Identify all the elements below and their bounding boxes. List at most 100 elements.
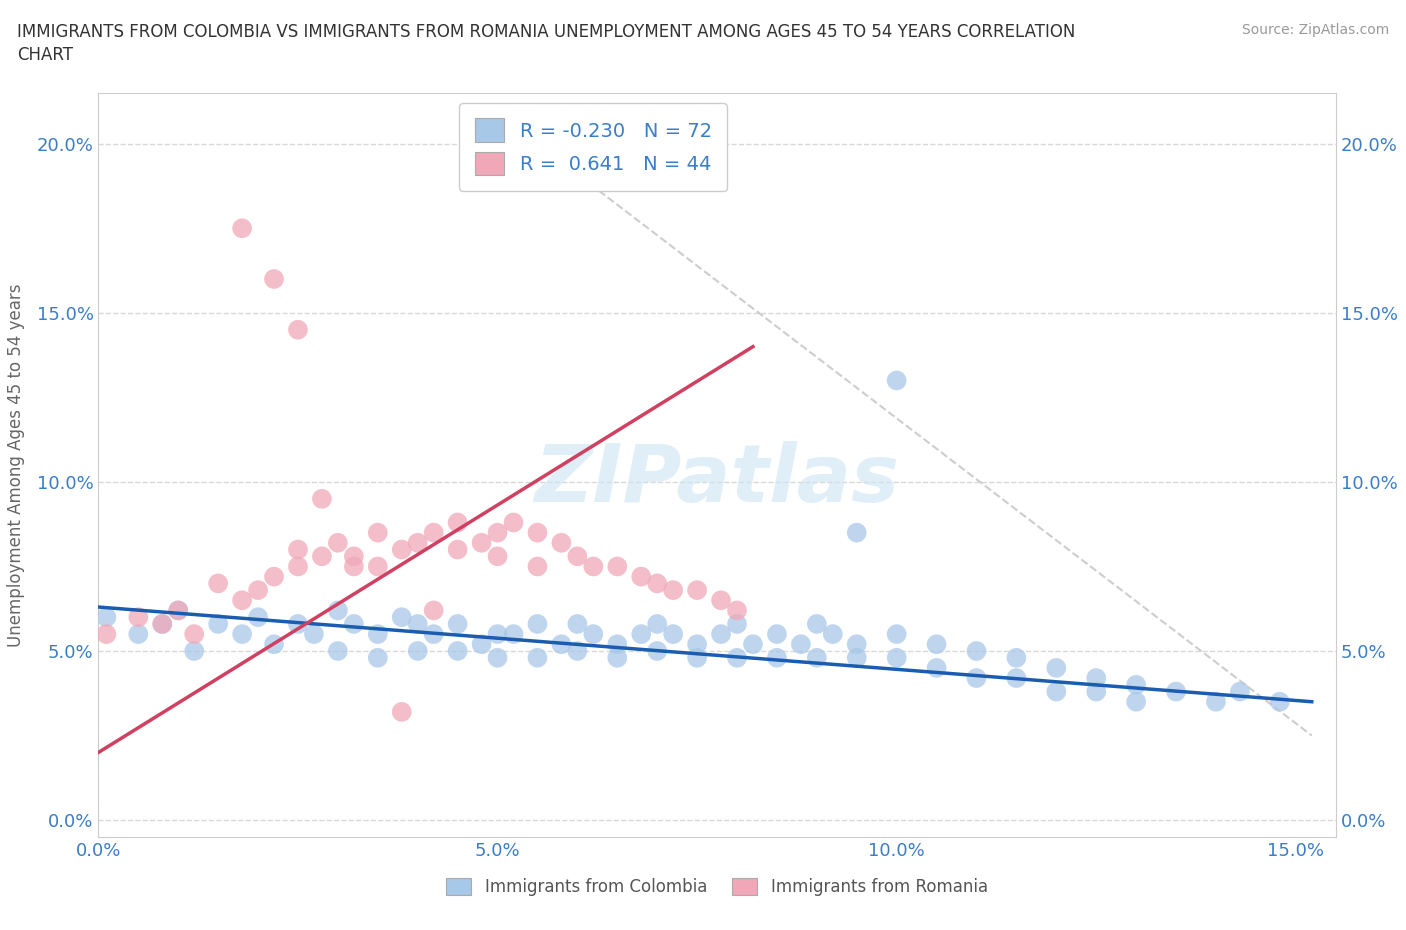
Point bbox=[725, 603, 748, 618]
Point bbox=[96, 610, 118, 625]
Point bbox=[367, 525, 389, 540]
Point bbox=[502, 627, 524, 642]
Point bbox=[662, 583, 685, 598]
Point bbox=[645, 644, 668, 658]
Point bbox=[486, 549, 509, 564]
Point bbox=[526, 559, 548, 574]
Point bbox=[422, 627, 444, 642]
Point bbox=[550, 536, 572, 551]
Point bbox=[406, 617, 429, 631]
Point bbox=[127, 610, 149, 625]
Point bbox=[925, 660, 948, 675]
Point bbox=[886, 373, 908, 388]
Point bbox=[1229, 684, 1251, 699]
Point bbox=[391, 542, 413, 557]
Text: ZIPatlas: ZIPatlas bbox=[534, 441, 900, 519]
Point bbox=[446, 644, 468, 658]
Point bbox=[127, 627, 149, 642]
Point bbox=[422, 525, 444, 540]
Point bbox=[1045, 660, 1067, 675]
Point bbox=[766, 650, 789, 665]
Point bbox=[1085, 684, 1108, 699]
Point bbox=[343, 549, 366, 564]
Point bbox=[391, 704, 413, 719]
Point bbox=[550, 637, 572, 652]
Point bbox=[343, 559, 366, 574]
Point bbox=[326, 536, 349, 551]
Point bbox=[645, 617, 668, 631]
Point bbox=[207, 576, 229, 591]
Point bbox=[606, 559, 628, 574]
Point bbox=[845, 525, 868, 540]
Point bbox=[471, 536, 494, 551]
Point bbox=[150, 617, 173, 631]
Point bbox=[710, 627, 733, 642]
Point bbox=[1085, 671, 1108, 685]
Point bbox=[821, 627, 844, 642]
Point bbox=[167, 603, 190, 618]
Point bbox=[287, 559, 309, 574]
Point bbox=[367, 627, 389, 642]
Point bbox=[845, 637, 868, 652]
Point bbox=[486, 650, 509, 665]
Point bbox=[446, 515, 468, 530]
Point bbox=[966, 671, 988, 685]
Point bbox=[302, 627, 325, 642]
Point bbox=[1125, 695, 1147, 710]
Point bbox=[446, 542, 468, 557]
Point bbox=[582, 559, 605, 574]
Point bbox=[582, 627, 605, 642]
Point bbox=[966, 644, 988, 658]
Point bbox=[925, 637, 948, 652]
Point bbox=[311, 491, 333, 506]
Point bbox=[183, 644, 205, 658]
Text: Source: ZipAtlas.com: Source: ZipAtlas.com bbox=[1241, 23, 1389, 37]
Point bbox=[183, 627, 205, 642]
Point bbox=[630, 569, 652, 584]
Point bbox=[391, 610, 413, 625]
Point bbox=[662, 627, 685, 642]
Point bbox=[263, 569, 285, 584]
Point bbox=[686, 650, 709, 665]
Point bbox=[806, 650, 828, 665]
Point bbox=[263, 637, 285, 652]
Point bbox=[326, 644, 349, 658]
Point bbox=[686, 583, 709, 598]
Point bbox=[326, 603, 349, 618]
Point bbox=[1268, 695, 1291, 710]
Point bbox=[406, 644, 429, 658]
Point bbox=[886, 650, 908, 665]
Point bbox=[231, 220, 253, 235]
Point bbox=[1005, 650, 1028, 665]
Point bbox=[367, 650, 389, 665]
Point bbox=[367, 559, 389, 574]
Point bbox=[1005, 671, 1028, 685]
Point bbox=[567, 644, 589, 658]
Point bbox=[742, 637, 765, 652]
Point bbox=[1164, 684, 1187, 699]
Point bbox=[1045, 684, 1067, 699]
Point bbox=[247, 610, 270, 625]
Point bbox=[567, 549, 589, 564]
Point bbox=[406, 536, 429, 551]
Point bbox=[287, 323, 309, 338]
Point bbox=[526, 650, 548, 665]
Point bbox=[1125, 677, 1147, 692]
Point bbox=[526, 525, 548, 540]
Point bbox=[630, 627, 652, 642]
Point bbox=[790, 637, 813, 652]
Point bbox=[486, 525, 509, 540]
Point bbox=[486, 627, 509, 642]
Point bbox=[263, 272, 285, 286]
Legend: Immigrants from Colombia, Immigrants from Romania: Immigrants from Colombia, Immigrants fro… bbox=[440, 871, 994, 903]
Point bbox=[725, 650, 748, 665]
Point bbox=[1205, 695, 1227, 710]
Point bbox=[471, 637, 494, 652]
Point bbox=[710, 592, 733, 607]
Text: IMMIGRANTS FROM COLOMBIA VS IMMIGRANTS FROM ROMANIA UNEMPLOYMENT AMONG AGES 45 T: IMMIGRANTS FROM COLOMBIA VS IMMIGRANTS F… bbox=[17, 23, 1076, 41]
Point bbox=[886, 627, 908, 642]
Point bbox=[806, 617, 828, 631]
Point bbox=[287, 617, 309, 631]
Point bbox=[96, 627, 118, 642]
Point bbox=[686, 637, 709, 652]
